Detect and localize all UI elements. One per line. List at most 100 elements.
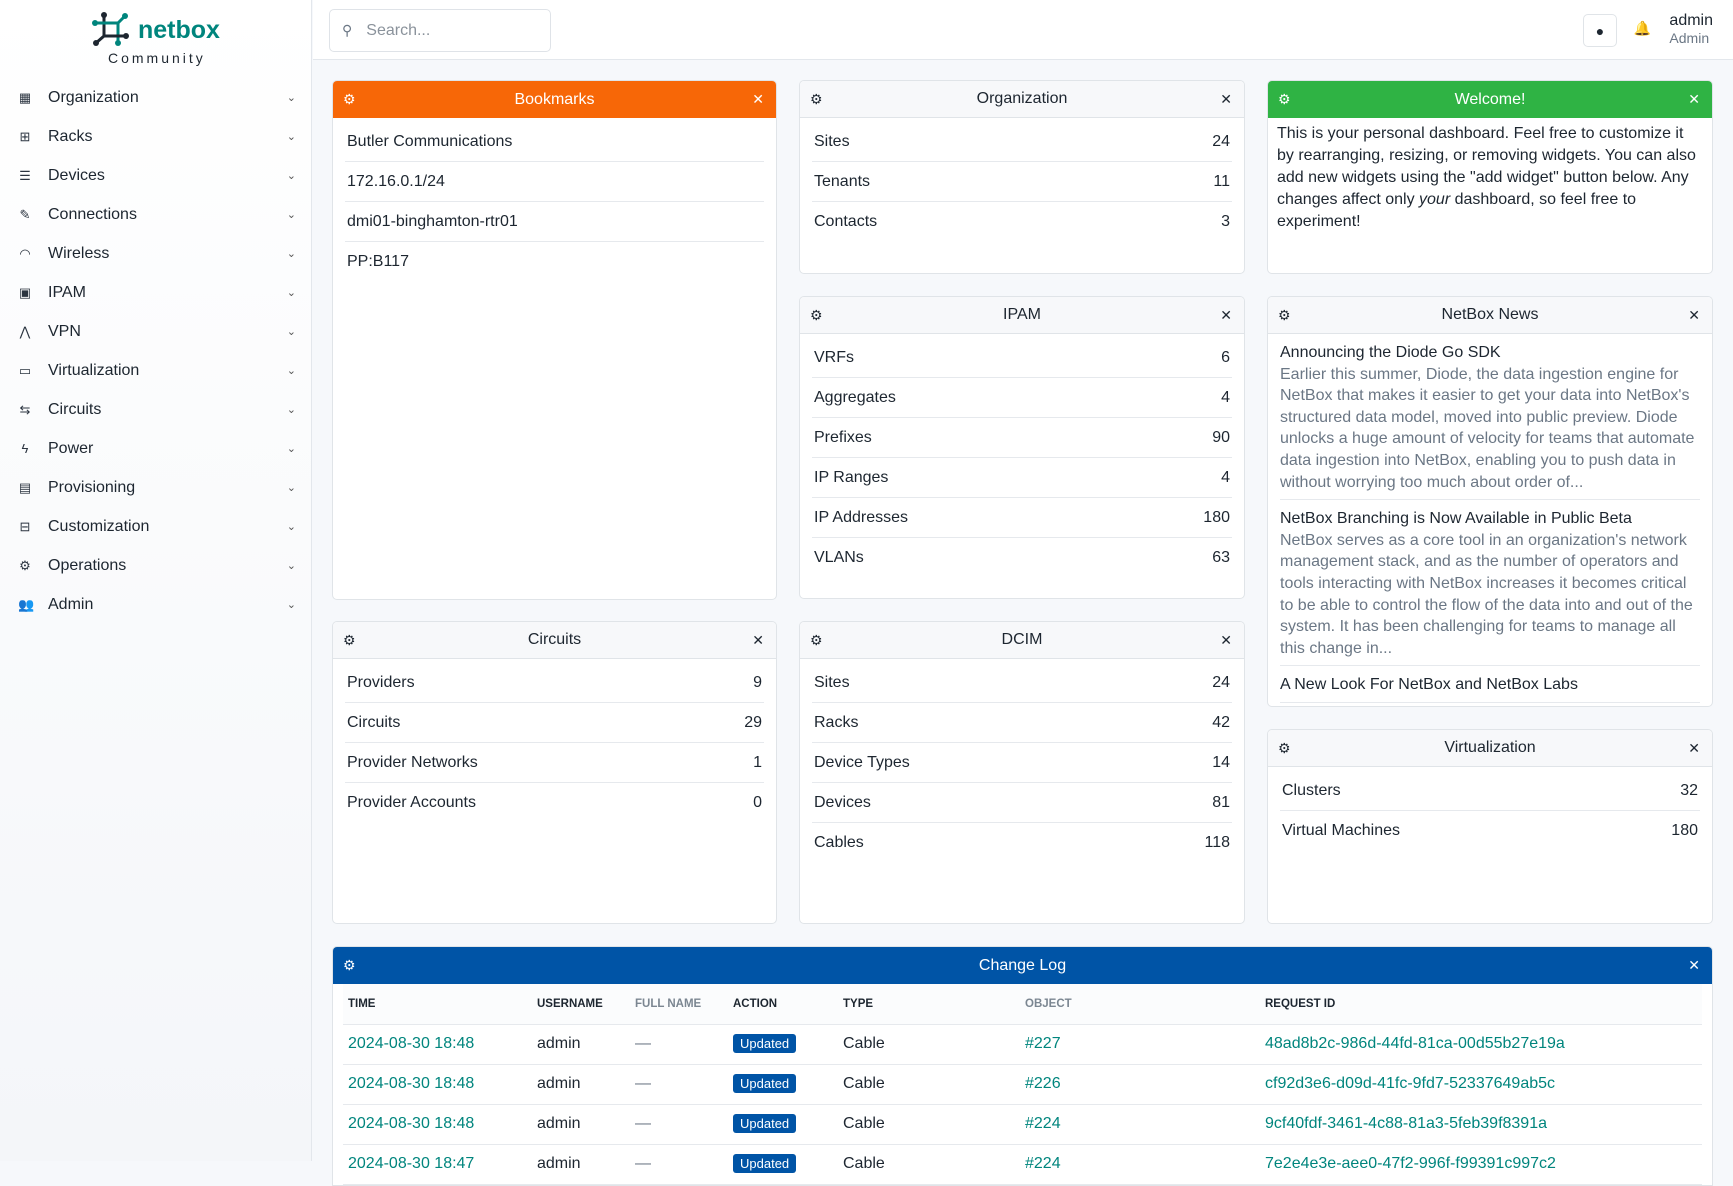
- stat-row[interactable]: Sites 24: [812, 663, 1232, 703]
- object-link[interactable]: #226: [1025, 1075, 1061, 1092]
- news-item[interactable]: A New Look For NetBox and NetBox Labs: [1280, 674, 1700, 703]
- widget-header[interactable]: ⚙ Organization ✕: [800, 81, 1244, 118]
- request-id-link[interactable]: 9cf40fdf-3461-4c88-81a3-5feb39f8391a: [1265, 1115, 1547, 1132]
- stat-row[interactable]: Virtual Machines 180: [1280, 811, 1700, 851]
- sidebar-item-ipam[interactable]: ▣ IPAM ⌄: [0, 273, 312, 312]
- netbox-logo[interactable]: netbox Community: [92, 12, 232, 72]
- sidebar-item-power[interactable]: ϟ Power ⌄: [0, 429, 312, 468]
- gear-icon[interactable]: ⚙: [343, 957, 356, 973]
- bookmark-item[interactable]: 172.16.0.1/24: [345, 162, 764, 202]
- change-time-link[interactable]: 2024-08-30 18:48: [348, 1075, 475, 1092]
- gear-icon[interactable]: ⚙: [343, 91, 356, 107]
- stat-row[interactable]: Provider Accounts 0: [345, 783, 764, 823]
- close-icon[interactable]: ✕: [1220, 90, 1232, 107]
- stat-row[interactable]: IP Ranges 4: [812, 458, 1232, 498]
- stat-row[interactable]: Device Types 14: [812, 743, 1232, 783]
- gear-icon[interactable]: ⚙: [1278, 91, 1291, 107]
- sidebar-item-wireless[interactable]: ◠ Wireless ⌄: [0, 234, 312, 273]
- search-input[interactable]: [366, 21, 527, 40]
- object-link[interactable]: #224: [1025, 1115, 1061, 1132]
- request-id-link[interactable]: 48ad8b2c-986d-44fd-81ca-00d55b27e19a: [1265, 1035, 1565, 1052]
- change-time-link[interactable]: 2024-08-30 18:48: [348, 1115, 475, 1132]
- sidebar-item-racks[interactable]: ⊞ Racks ⌄: [0, 117, 312, 156]
- stat-row[interactable]: Racks 42: [812, 703, 1232, 743]
- sidebar-item-organization[interactable]: ▦ Organization ⌄: [0, 78, 312, 117]
- widget-header[interactable]: ⚙ IPAM ✕: [800, 297, 1244, 334]
- full-name-cell: —: [630, 1144, 728, 1185]
- column-header[interactable]: TYPE: [838, 984, 1020, 1025]
- sidebar-item-circuits[interactable]: ⇆ Circuits ⌄: [0, 390, 312, 429]
- close-icon[interactable]: ✕: [1688, 957, 1700, 973]
- bookmark-item[interactable]: PP:B117: [347, 253, 409, 270]
- stat-row[interactable]: Sites 24: [812, 122, 1232, 162]
- sidebar-item-customization[interactable]: ⊟ Customization ⌄: [0, 507, 312, 546]
- stat-label: Aggregates: [814, 388, 896, 406]
- theme-toggle-button[interactable]: ●: [1583, 14, 1617, 47]
- close-icon[interactable]: ✕: [1688, 739, 1700, 756]
- stat-row[interactable]: Provider Networks 1: [345, 743, 764, 783]
- stat-row[interactable]: Providers 9: [345, 663, 764, 703]
- stat-row[interactable]: Cables 118: [812, 823, 1232, 863]
- gear-icon[interactable]: ⚙: [810, 306, 823, 323]
- change-time-link[interactable]: 2024-08-30 18:48: [348, 1035, 475, 1052]
- column-header[interactable]: USERNAME: [532, 984, 630, 1025]
- bookmark-item[interactable]: dmi01-binghamton-rtr01: [345, 202, 764, 242]
- stat-row[interactable]: Clusters 32: [1280, 771, 1700, 811]
- news-title[interactable]: A New Look For NetBox and NetBox Labs: [1280, 676, 1578, 694]
- request-id-link[interactable]: 7e2e4e3e-aee0-47f2-996f-f99391c997c2: [1265, 1155, 1556, 1172]
- stat-row[interactable]: Circuits 29: [345, 703, 764, 743]
- sidebar-item-admin[interactable]: 👥 Admin ⌄: [0, 585, 312, 624]
- search-box[interactable]: ⚲: [329, 9, 551, 52]
- column-header[interactable]: REQUEST ID: [1260, 984, 1702, 1025]
- widget-header[interactable]: ⚙ Circuits ✕: [333, 622, 776, 659]
- bell-icon[interactable]: 🔔: [1633, 20, 1651, 36]
- gear-icon[interactable]: ⚙: [810, 631, 823, 648]
- column-header[interactable]: OBJECT: [1020, 984, 1260, 1025]
- stat-row[interactable]: VLANs 63: [812, 538, 1232, 578]
- close-icon[interactable]: ✕: [1220, 631, 1232, 648]
- news-item[interactable]: Announcing the Diode Go SDK Earlier this …: [1280, 342, 1700, 501]
- close-icon[interactable]: ✕: [752, 91, 764, 107]
- gear-icon[interactable]: ⚙: [1278, 739, 1291, 756]
- stat-row[interactable]: Devices 81: [812, 783, 1232, 823]
- user-menu[interactable]: admin Admin: [1669, 12, 1713, 46]
- sidebar-item-provisioning[interactable]: ▤ Provisioning ⌄: [0, 468, 312, 507]
- stat-row[interactable]: Prefixes 90: [812, 418, 1232, 458]
- sidebar-item-vpn[interactable]: ⋀ VPN ⌄: [0, 312, 312, 351]
- gear-icon[interactable]: ⚙: [1278, 306, 1291, 323]
- sidebar-item-devices[interactable]: ☰ Devices ⌄: [0, 156, 312, 195]
- column-header[interactable]: FULL NAME: [630, 984, 728, 1025]
- sidebar-item-virtualization[interactable]: ▭ Virtualization ⌄: [0, 351, 312, 390]
- request-id-link[interactable]: cf92d3e6-d09d-41fc-9fd7-52337649ab5c: [1265, 1075, 1556, 1092]
- news-title[interactable]: NetBox Branching is Now Available in Pub…: [1280, 510, 1632, 528]
- column-header[interactable]: ACTION: [728, 984, 838, 1025]
- gear-icon[interactable]: ⚙: [343, 631, 356, 648]
- close-icon[interactable]: ✕: [1220, 306, 1232, 323]
- close-icon[interactable]: ✕: [1688, 91, 1700, 107]
- object-link[interactable]: #224: [1025, 1155, 1061, 1172]
- object-link[interactable]: #227: [1025, 1035, 1061, 1052]
- close-icon[interactable]: ✕: [752, 631, 764, 648]
- close-icon[interactable]: ✕: [1688, 306, 1700, 323]
- stat-label: VRFs: [814, 348, 854, 366]
- column-header[interactable]: TIME: [343, 984, 532, 1025]
- stat-row[interactable]: Contacts 3: [812, 202, 1232, 242]
- sidebar-item-operations[interactable]: ⚙ Operations ⌄: [0, 546, 312, 585]
- stat-row[interactable]: VRFs 6: [812, 338, 1232, 378]
- sidebar-item-connections[interactable]: ✎ Connections ⌄: [0, 195, 312, 234]
- news-title[interactable]: Announcing the Diode Go SDK: [1280, 344, 1501, 361]
- widget-header[interactable]: ⚙ Welcome! ✕: [1268, 81, 1712, 118]
- bookmark-item[interactable]: Butler Communications: [345, 122, 764, 162]
- stat-row[interactable]: Aggregates 4: [812, 378, 1232, 418]
- stat-row[interactable]: IP Addresses 180: [812, 498, 1232, 538]
- widget-header[interactable]: ⚙ NetBox News ✕: [1268, 297, 1712, 334]
- stat-row[interactable]: Tenants 11: [812, 162, 1232, 202]
- news-item[interactable]: NetBox Branching is Now Available in Pub…: [1280, 508, 1700, 667]
- widget-header[interactable]: ⚙ Change Log ✕: [333, 947, 1712, 984]
- change-time-link[interactable]: 2024-08-30 18:47: [348, 1155, 475, 1172]
- widget-header[interactable]: ⚙ Bookmarks ✕: [333, 81, 776, 118]
- widget-header[interactable]: ⚙ DCIM ✕: [800, 622, 1244, 659]
- widget-header[interactable]: ⚙ Virtualization ✕: [1268, 730, 1712, 767]
- stat-label: Devices: [814, 793, 871, 811]
- gear-icon[interactable]: ⚙: [810, 90, 823, 107]
